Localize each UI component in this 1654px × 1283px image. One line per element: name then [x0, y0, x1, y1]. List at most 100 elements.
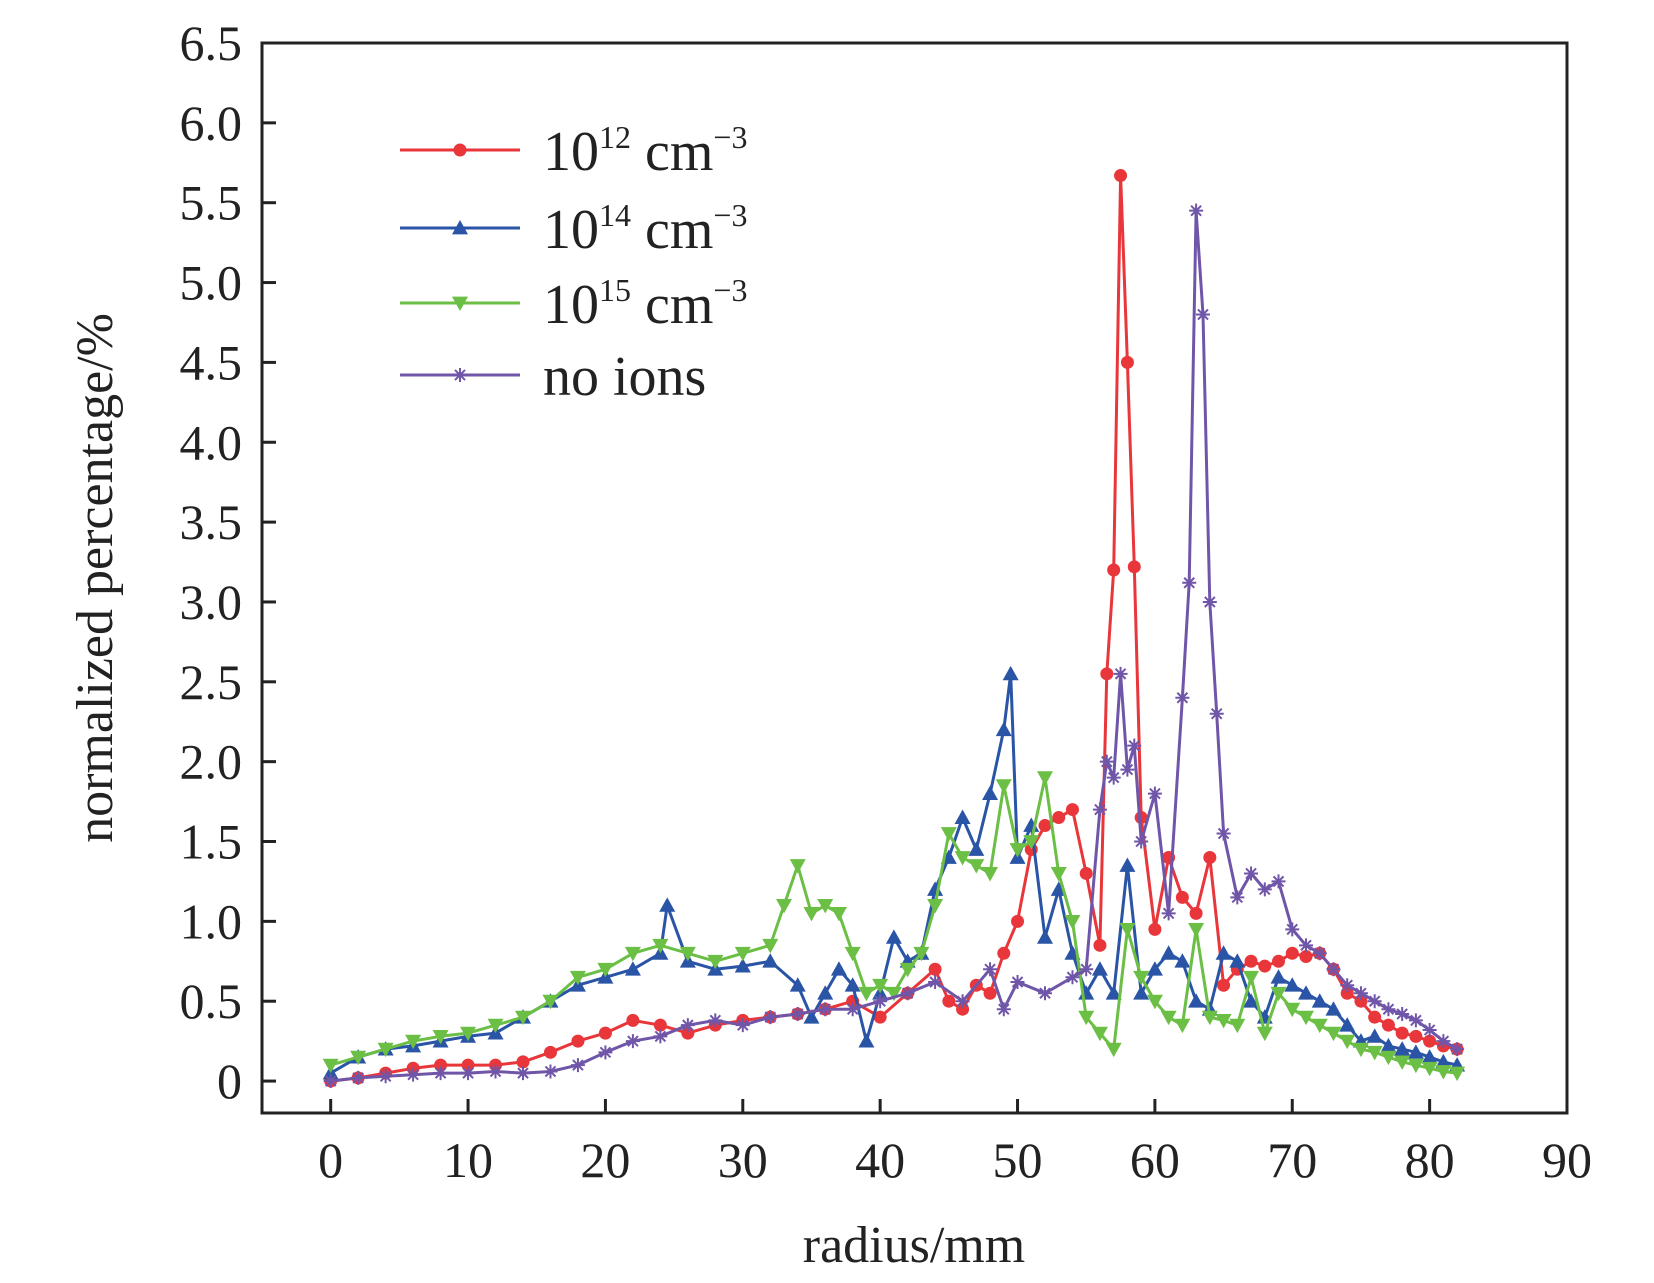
data-point	[1175, 690, 1190, 705]
data-point	[1120, 355, 1134, 369]
data-point	[708, 1013, 723, 1028]
data-point	[1299, 949, 1313, 963]
data-point	[1038, 819, 1052, 833]
data-point	[1243, 970, 1260, 986]
data-point	[818, 1002, 833, 1017]
data-point	[659, 897, 676, 912]
data-point	[1311, 993, 1328, 1008]
data-point	[543, 1045, 557, 1059]
legend-label: 1015 cm−3	[543, 272, 747, 336]
data-point	[1421, 1061, 1438, 1077]
data-point	[983, 986, 997, 1000]
x-tick-label: 10	[443, 1132, 493, 1188]
data-point	[1340, 978, 1355, 993]
data-point	[1147, 786, 1162, 801]
data-point	[845, 1002, 860, 1017]
data-point	[1091, 961, 1108, 976]
data-point	[1270, 986, 1287, 1002]
legend: 1012 cm−3 1014 cm−3 1015 cm−3 no ions	[400, 119, 747, 408]
data-point	[803, 1009, 820, 1024]
data-point	[1215, 1013, 1232, 1029]
legend-item: 1015 cm−3	[400, 272, 747, 336]
data-point	[1367, 994, 1382, 1009]
data-point	[968, 841, 985, 856]
legend-item: 1012 cm−3	[400, 119, 747, 183]
data-point	[1148, 922, 1162, 936]
data-point	[322, 1058, 339, 1074]
y-tick-label: 2.0	[180, 734, 243, 790]
data-point	[1120, 762, 1135, 777]
data-point	[1270, 969, 1287, 984]
data-point	[569, 970, 586, 986]
data-point	[817, 985, 834, 1000]
data-point	[858, 986, 875, 1002]
data-point	[1216, 826, 1231, 841]
data-point	[982, 785, 999, 800]
data-point	[1217, 978, 1231, 992]
data-point	[1435, 1053, 1452, 1069]
data-point	[1284, 1002, 1301, 1018]
plot-frame	[260, 41, 1569, 1115]
data-point	[1408, 1013, 1423, 1028]
data-point	[624, 961, 641, 976]
data-point	[1182, 575, 1197, 590]
data-point	[1395, 1026, 1409, 1040]
data-point	[1079, 866, 1093, 880]
data-point	[653, 1029, 668, 1044]
data-point	[1244, 866, 1259, 881]
data-point	[968, 859, 985, 874]
data-point	[1113, 666, 1128, 681]
data-point	[516, 1055, 530, 1069]
data-point	[1326, 962, 1341, 977]
data-point	[653, 1018, 667, 1032]
data-point	[1285, 922, 1300, 937]
data-point	[1422, 1022, 1437, 1037]
data-point	[735, 1018, 750, 1033]
y-tick-label: 3.5	[180, 494, 243, 550]
data-point	[956, 1002, 970, 1016]
data-point	[830, 961, 847, 976]
data-point	[913, 946, 930, 962]
data-point	[1189, 203, 1204, 218]
data-point	[942, 994, 956, 1008]
data-point	[899, 962, 916, 978]
data-point	[1160, 1010, 1177, 1026]
data-point	[1175, 890, 1189, 904]
data-point	[1243, 993, 1260, 1008]
data-point	[1298, 985, 1314, 1000]
legend-label: no ions	[543, 346, 706, 408]
data-point	[1366, 1028, 1383, 1043]
data-point	[1257, 882, 1272, 897]
data-point	[927, 898, 944, 914]
data-point	[1127, 738, 1142, 753]
data-point	[1299, 938, 1313, 953]
data-point	[885, 986, 902, 1002]
data-point	[1114, 169, 1128, 183]
data-point	[1368, 1010, 1382, 1024]
y-tick-label: 3.0	[180, 574, 243, 630]
data-point	[1229, 953, 1246, 968]
data-point	[1366, 1045, 1383, 1061]
data-point	[461, 1058, 475, 1072]
data-point	[1352, 1042, 1369, 1058]
data-point	[652, 938, 669, 954]
x-tick-label: 40	[855, 1132, 905, 1188]
y-tick-label: 0	[217, 1053, 242, 1109]
data-point	[996, 1002, 1011, 1017]
data-point	[626, 1013, 640, 1027]
ticks: 0 10 20 30 40 50 60 70 80 90 0 0.5 1.0 1.5 2.0 2.5 3.0 3.…	[180, 15, 1593, 1188]
data-point	[598, 1045, 613, 1060]
data-point	[1174, 953, 1191, 968]
data-point	[432, 1029, 449, 1045]
data-point	[995, 721, 1012, 737]
data-point	[954, 809, 971, 824]
data-point	[1106, 770, 1121, 785]
series-1	[322, 665, 1466, 1080]
y-axis-title: normalized percentage/%	[67, 313, 124, 843]
data-point	[1409, 1029, 1423, 1043]
data-point	[1127, 560, 1141, 574]
data-point	[433, 1066, 448, 1081]
data-point	[1381, 1018, 1395, 1032]
data-point	[1037, 929, 1053, 944]
data-point	[543, 1064, 558, 1079]
